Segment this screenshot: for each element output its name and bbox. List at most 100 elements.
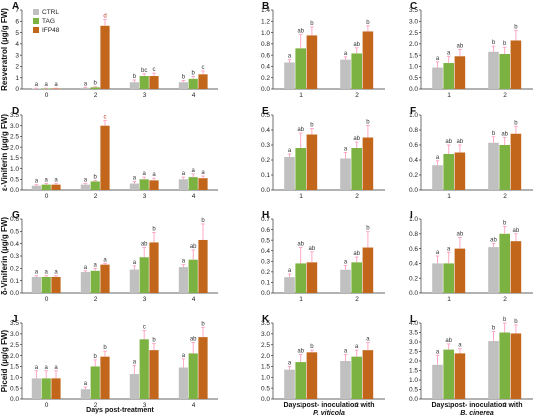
y-tick-label: 2.5: [261, 342, 270, 349]
x-axis-title: Days post- inoculation with: [283, 402, 374, 409]
significance-letter: a: [54, 270, 58, 276]
significance-letter: ab: [297, 28, 304, 34]
y-tick-label: 6: [15, 18, 19, 25]
y-tick-label: 0.4: [10, 241, 19, 248]
bar-tag: [499, 54, 510, 89]
significance-letter: ab: [190, 337, 197, 343]
y-tick-label: 7: [15, 7, 19, 14]
significance-letter: a: [35, 179, 39, 185]
y-tick-label: 1.0: [10, 374, 19, 381]
significance-letter: a: [447, 246, 451, 252]
y-tick-label: 1.0: [10, 166, 19, 173]
significance-letter: a: [436, 349, 440, 355]
significance-letter: a: [182, 171, 186, 177]
x-tick-label: 3: [143, 402, 147, 409]
significance-letter: d: [103, 14, 106, 20]
y-tick-label: 4.0: [409, 320, 418, 327]
y-tick-label: 0.5: [10, 385, 19, 392]
significance-letter: a: [45, 365, 49, 371]
bar-ifp48: [362, 350, 374, 399]
bar-ctrl: [129, 269, 139, 293]
y-tick-label: 0.2: [409, 275, 418, 282]
significance-letter: ab: [501, 132, 508, 138]
significance-letter: ab: [490, 237, 497, 243]
bar-ctrl: [488, 247, 499, 293]
significance-letter: a: [45, 270, 49, 276]
y-tick-label: 0.0: [10, 290, 19, 297]
x-axis-title: Days post-treatment: [86, 407, 154, 414]
significance-letter: b: [94, 174, 98, 180]
bar-tag: [188, 259, 198, 293]
bar-ctrl: [284, 157, 295, 190]
bar-ctrl: [432, 165, 443, 190]
bar-ifp48: [454, 353, 466, 399]
significance-letter: ab: [190, 244, 197, 250]
significance-letter: a: [344, 147, 348, 153]
significance-letter: ab: [457, 44, 464, 50]
significance-letter: b: [514, 120, 518, 126]
y-tick-label: 2.0: [409, 41, 418, 48]
y-tick-label: 3.0: [409, 18, 418, 25]
bar-tag: [90, 181, 100, 190]
significance-letter: ab: [457, 139, 464, 145]
significance-letter: a: [355, 344, 359, 350]
y-tick-label: 1.5: [10, 155, 19, 162]
bar-tag: [295, 263, 306, 293]
y-tick-label: 0.5: [261, 385, 270, 392]
column-x-labels: Days post-treatment Days post- inoculatio…: [86, 402, 522, 416]
bar-tag: [90, 270, 100, 293]
legend-label-tag: TAG: [42, 18, 55, 25]
bar-ifp48: [510, 133, 522, 190]
y-tick-label: 1.0: [261, 374, 270, 381]
x-tick-label: 2: [94, 193, 98, 200]
x-tick-label: 4: [192, 193, 196, 200]
x-tick-label: 1: [447, 92, 451, 99]
significance-letter: a: [35, 82, 39, 88]
bar-tag: [499, 145, 510, 190]
bar-ctrl: [178, 82, 188, 89]
bar-ctrl: [340, 269, 351, 293]
y-tick-label: 3: [15, 52, 19, 59]
y-tick-label: 3.5: [10, 112, 19, 119]
bar-tag: [41, 378, 51, 399]
bar-tag: [295, 148, 306, 190]
y-tick-label: 0.2: [261, 75, 270, 82]
significance-letter: ab: [513, 228, 520, 234]
bar-ifp48: [306, 134, 318, 190]
y-tick-label: 4: [15, 41, 19, 48]
bar-ctrl: [178, 267, 188, 293]
significance-letter: a: [436, 56, 440, 62]
y-tick-label: 1.0: [261, 30, 270, 37]
bar-ctrl: [432, 67, 443, 89]
significance-letter: b: [492, 131, 496, 137]
significance-letter: b: [503, 220, 507, 226]
bar-ifp48: [510, 40, 522, 89]
significance-letter: bc: [141, 68, 147, 74]
bar-ifp48: [149, 350, 159, 399]
y-tick-label: 0.0: [261, 396, 270, 403]
panel-label: A: [12, 1, 19, 12]
significance-letter: b: [103, 345, 107, 351]
bar-tag: [90, 87, 100, 89]
significance-letter: ab: [353, 251, 360, 257]
y-axis-title: Resveratrol (µg/g FW): [0, 8, 9, 91]
bar-ctrl: [340, 361, 351, 399]
bar-ifp48: [149, 180, 159, 190]
y-tick-label: 5: [15, 30, 19, 37]
significance-letter: ab: [297, 242, 304, 248]
bar-ctrl: [129, 82, 139, 89]
x-tick-label: 1: [299, 402, 303, 409]
y-tick-label: 0.2: [409, 172, 418, 179]
y-tick-label: 0.0: [261, 290, 270, 297]
bar-ctrl: [80, 184, 90, 190]
bar-ctrl: [80, 87, 90, 89]
significance-letter: b: [366, 20, 370, 26]
x-tick-label: 1: [299, 92, 303, 99]
bar-tag: [499, 233, 510, 293]
y-tick-label: 0.4: [261, 248, 270, 255]
y-tick-label: 1: [15, 75, 19, 82]
y-tick-label: 0.0: [10, 187, 19, 194]
bar-ifp48: [149, 76, 159, 89]
